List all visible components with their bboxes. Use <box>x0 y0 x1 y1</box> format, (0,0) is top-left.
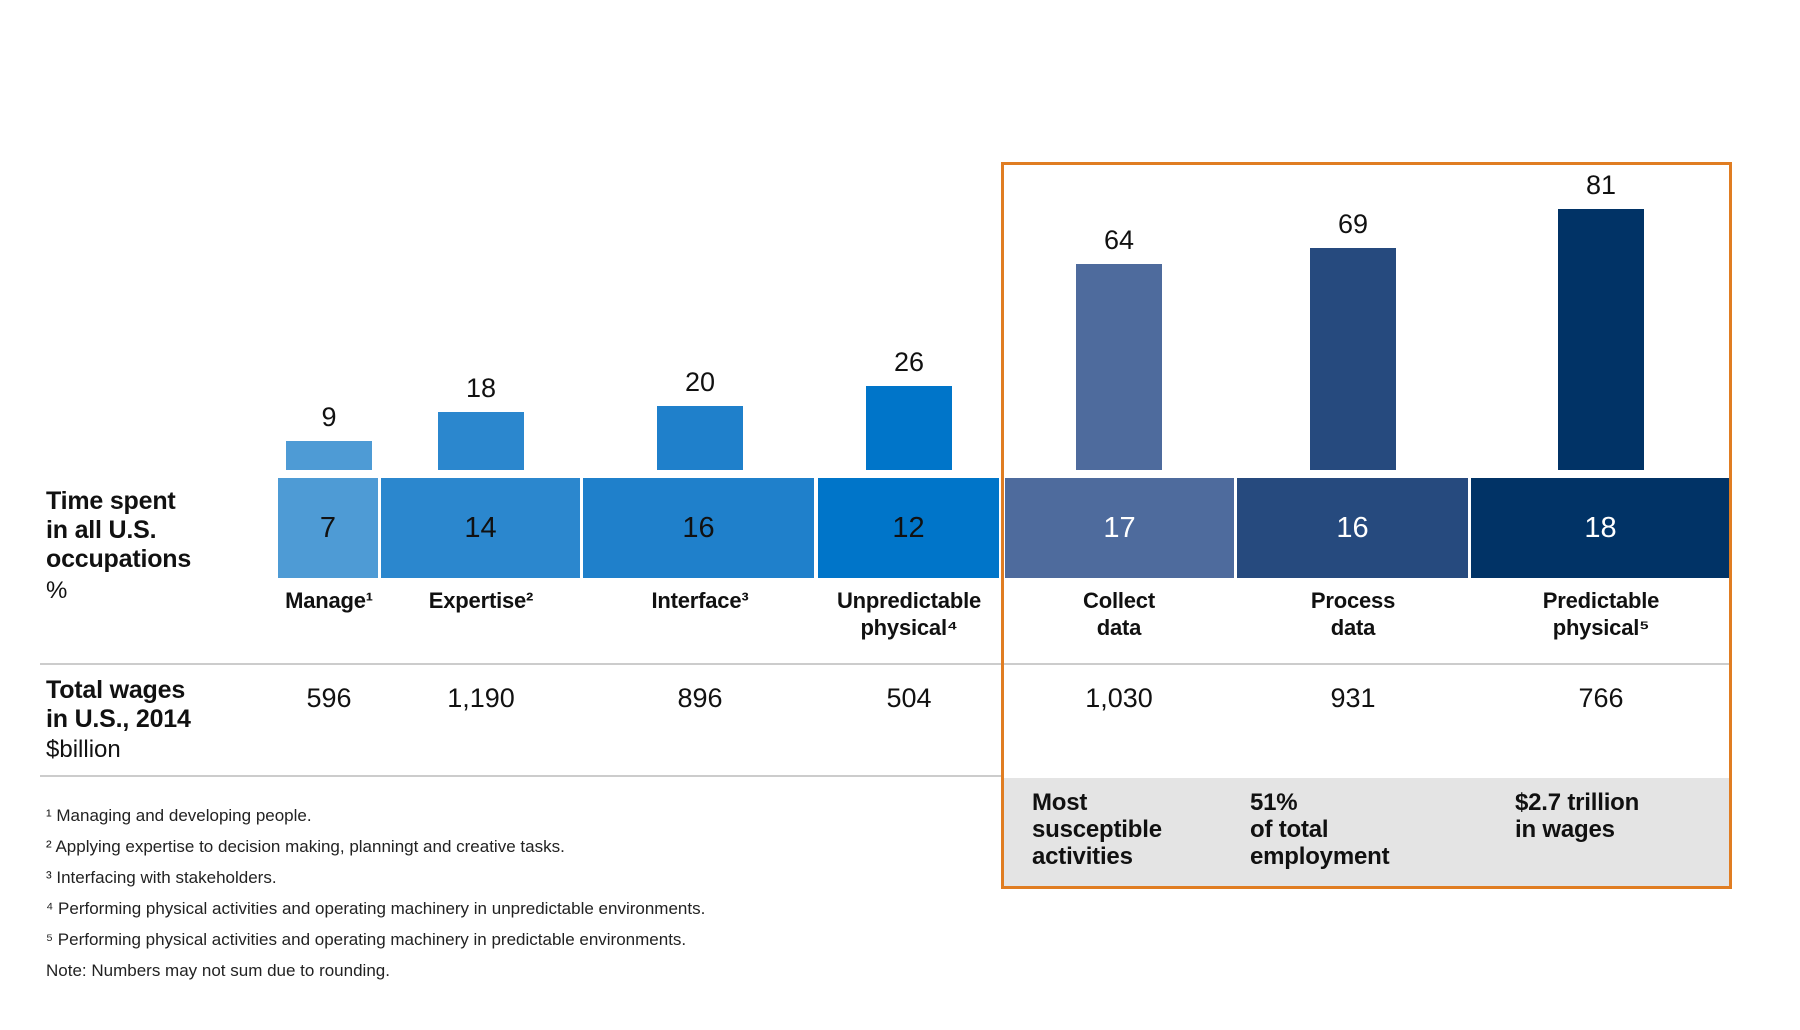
category-label: Collect data <box>1083 588 1155 640</box>
wages-row-label: Total wages in U.S., 2014 $billion <box>46 676 191 764</box>
axis-label-title: Time spent in all U.S. occupations <box>46 487 192 573</box>
wages-top-divider <box>40 663 1732 665</box>
bar-value-label: 81 <box>1585 170 1617 200</box>
category-label: Interface³ <box>651 588 749 613</box>
bar-value-label: 20 <box>684 367 716 397</box>
automation-bar <box>866 386 952 470</box>
wage-value: 766 <box>1578 683 1624 713</box>
automation-bar <box>1310 248 1396 470</box>
summary-most-susceptible: Most susceptible activities <box>1032 789 1162 870</box>
automation-bar <box>1076 264 1162 470</box>
bar-value-label: 9 <box>321 402 337 432</box>
footnote-1: ¹ Managing and developing people. <box>46 806 312 825</box>
band-segment: 18 <box>1471 478 1730 578</box>
category-label: Manage¹ <box>285 588 373 613</box>
band-value: 7 <box>319 511 337 544</box>
footnote-5: ⁵ Performing physical activities and ope… <box>46 930 687 949</box>
band-value: 16 <box>682 511 715 544</box>
category-label: Expertise² <box>428 588 534 613</box>
automation-bar <box>1558 209 1644 470</box>
bar-value-label: 69 <box>1337 209 1369 239</box>
band-segment: 16 <box>583 478 814 578</box>
wage-value: 1,190 <box>447 683 515 713</box>
band-value: 12 <box>892 511 925 544</box>
footnote-3: ³ Interfacing with stakeholders. <box>46 868 277 887</box>
wages-label-unit: $billion <box>46 736 121 763</box>
band-segment: 17 <box>1005 478 1234 578</box>
summary-panel <box>1004 778 1729 886</box>
footnote-4: ⁴ Performing physical activities and ope… <box>46 899 706 918</box>
wages-bottom-divider <box>40 775 1002 777</box>
automation-bar <box>438 412 524 470</box>
band-segment: 12 <box>818 478 999 578</box>
summary-employment-share: 51% of total employment <box>1250 789 1390 870</box>
footnote-2: ² Applying expertise to decision making,… <box>46 837 565 856</box>
wage-value: 504 <box>886 683 932 713</box>
band-value: 14 <box>464 511 497 544</box>
y-axis-label: Time spent in all U.S. occupations % <box>46 487 191 605</box>
category-label: Process data <box>1310 588 1396 640</box>
automation-bar <box>657 406 743 470</box>
summary-wages-total: $2.7 trillion in wages <box>1515 789 1640 843</box>
automation-bar <box>286 441 372 470</box>
wages-label-title: Total wages in U.S., 2014 <box>46 676 191 733</box>
band-segment: 16 <box>1237 478 1468 578</box>
band-value: 16 <box>1336 511 1369 544</box>
band-segment: 7 <box>278 478 378 578</box>
band-value: 17 <box>1103 511 1136 544</box>
category-label: Predictable physical⁵ <box>1542 588 1660 640</box>
bar-value-label: 26 <box>893 347 925 377</box>
band-value: 18 <box>1584 511 1617 544</box>
axis-label-unit: % <box>46 577 68 604</box>
bar-value-label: 18 <box>465 373 497 403</box>
wage-value: 896 <box>677 683 723 713</box>
category-label: Unpredictable physical⁴ <box>836 588 982 640</box>
band-segment: 14 <box>381 478 580 578</box>
bar-value-label: 64 <box>1103 225 1135 255</box>
footnotes: ¹ Managing and developing people. ² Appl… <box>46 800 705 986</box>
wage-value: 596 <box>306 683 352 713</box>
wage-value: 931 <box>1330 683 1376 713</box>
wage-value: 1,030 <box>1085 683 1153 713</box>
footnote-note: Note: Numbers may not sum due to roundin… <box>46 961 390 980</box>
